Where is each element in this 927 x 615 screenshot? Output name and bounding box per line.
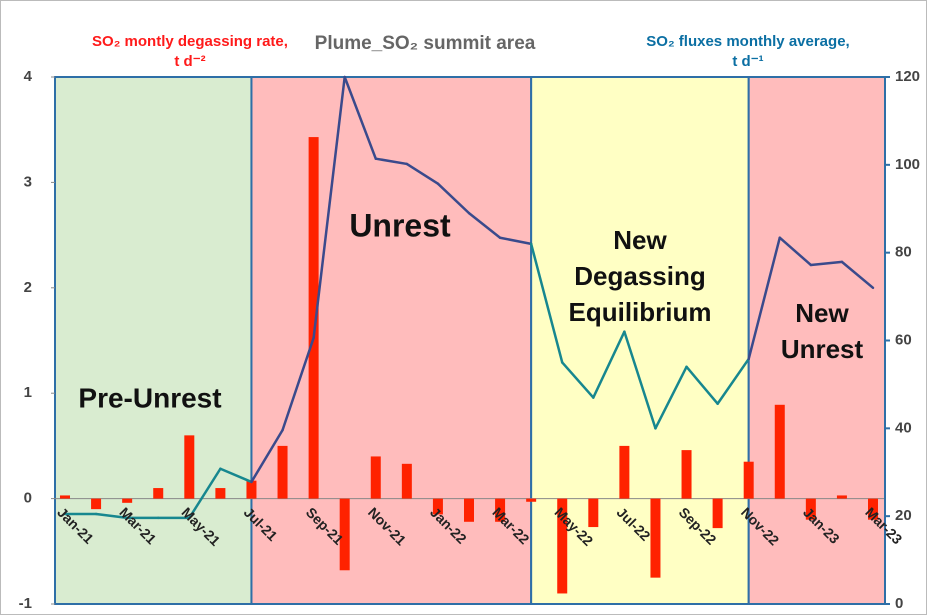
y-axis-label: t d⁻²: [174, 53, 205, 70]
y-tick-label: -1: [19, 595, 32, 612]
region: [530, 76, 750, 605]
region-label: Unrest: [349, 207, 451, 243]
bar: [868, 498, 878, 520]
region-label: New: [795, 298, 849, 328]
line-segment: [840, 260, 875, 290]
y2-axis-label: SO₂ fluxes monthly average,: [646, 33, 849, 50]
line-segment: [374, 157, 409, 166]
line-segment: [623, 330, 657, 430]
bar: [588, 498, 599, 528]
region-label: Degassing: [574, 261, 706, 291]
bar: [495, 498, 506, 522]
line-segment: [592, 330, 626, 399]
bar: [91, 498, 102, 510]
y-tick-label: 4: [24, 68, 33, 85]
y-tick-label: 0: [24, 490, 32, 507]
line-segment: [405, 162, 440, 185]
region-label: New: [613, 225, 667, 255]
line-segment: [529, 242, 564, 364]
line-segment: [250, 428, 284, 484]
bar: [246, 480, 257, 499]
bar: [401, 463, 412, 499]
bar: [526, 498, 537, 502]
line-segment: [498, 236, 533, 246]
y2-tick-label: 60: [895, 331, 912, 348]
y2-tick-label: 0: [895, 595, 903, 612]
bar: [122, 498, 133, 503]
bar: [339, 498, 350, 571]
line-segment: [685, 365, 719, 405]
line-segment: [312, 75, 346, 340]
y-axis-label: SO₂ montly degassing rate,: [92, 33, 288, 50]
line-segment: [281, 336, 315, 432]
bar: [215, 488, 226, 499]
line-segment: [94, 512, 129, 520]
y2-tick-label: 120: [895, 68, 920, 85]
y-tick-label: 1: [24, 384, 32, 401]
bar: [805, 498, 816, 520]
bar: [464, 498, 474, 522]
y2-tick-label: 100: [895, 156, 920, 173]
y2-axis-label: t d⁻¹: [732, 53, 763, 70]
bar: [712, 498, 723, 529]
line-segment: [467, 211, 502, 239]
line-segment: [343, 75, 378, 160]
bar: [432, 498, 443, 515]
bar: [619, 445, 630, 499]
chart-title: Plume_SO₂ summit area: [315, 33, 536, 54]
region: [747, 76, 887, 605]
bar: [308, 137, 319, 499]
bar: [836, 495, 847, 499]
bar: [681, 450, 692, 499]
bar: [184, 435, 195, 499]
region: [54, 76, 253, 605]
line-segment: [188, 467, 222, 520]
y2-tick-label: 80: [895, 244, 912, 261]
line-segment: [654, 365, 688, 430]
y-tick-label: 3: [24, 173, 32, 190]
bar: [370, 456, 381, 499]
bar: [277, 445, 288, 499]
line-segment: [747, 236, 782, 361]
y-tick-label: 2: [24, 279, 32, 296]
bar: [557, 498, 568, 594]
y2-tick-label: 20: [895, 507, 912, 524]
region: [250, 76, 533, 605]
bar: [743, 461, 754, 499]
line-segment: [716, 357, 750, 405]
bar: [153, 488, 164, 499]
region-label: Unrest: [781, 334, 864, 364]
line-segment: [809, 260, 844, 267]
bar: [774, 404, 785, 499]
region-label: Pre-Unrest: [78, 382, 221, 413]
region-label: Equilibrium: [569, 297, 712, 327]
y2-tick-label: 40: [895, 419, 912, 436]
line-segment: [436, 182, 471, 215]
line-segment: [219, 467, 253, 484]
bar: [60, 495, 70, 499]
line-segment: [560, 361, 595, 399]
bar: [650, 498, 661, 578]
line-segment: [778, 236, 813, 267]
